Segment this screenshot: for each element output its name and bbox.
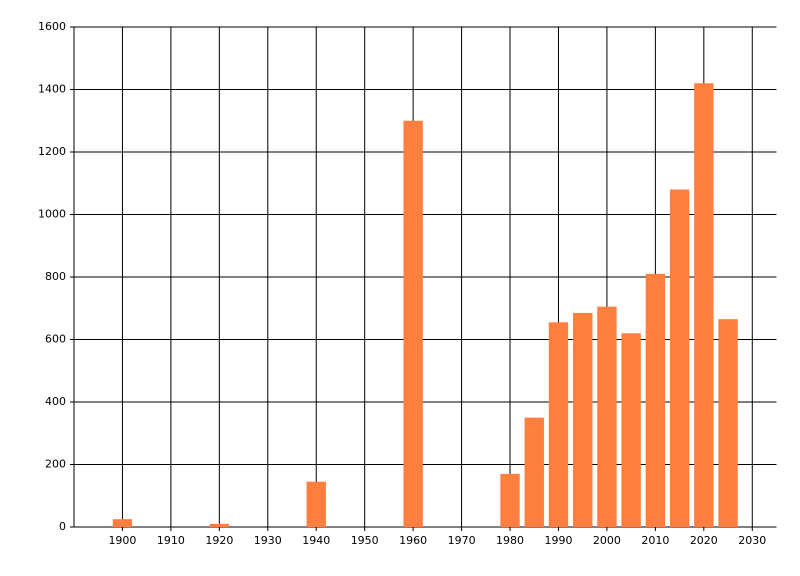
x-tick-label: 1960	[399, 534, 427, 547]
x-tick-label: 2000	[593, 534, 621, 547]
x-tick-label: 1970	[448, 534, 476, 547]
bar	[694, 83, 714, 527]
bar	[573, 312, 593, 527]
x-tick-label: 1930	[254, 534, 282, 547]
x-tick-label: 1950	[351, 534, 379, 547]
y-tick-label: 800	[45, 270, 66, 283]
bar	[548, 322, 569, 527]
bar	[524, 417, 544, 527]
y-tick-label: 1400	[38, 83, 66, 96]
bar	[306, 481, 326, 527]
x-tick-label: 1900	[108, 534, 136, 547]
bar	[669, 189, 690, 527]
x-tick-label: 1910	[157, 534, 185, 547]
bar	[597, 306, 617, 527]
y-tick-label: 1600	[38, 20, 66, 33]
bar	[403, 120, 423, 527]
bar	[718, 319, 738, 527]
x-tick-label: 1940	[302, 534, 330, 547]
x-tick-label: 2020	[690, 534, 718, 547]
y-tick-label: 600	[45, 333, 66, 346]
bar	[500, 473, 520, 527]
bar	[645, 273, 666, 527]
y-tick-label: 400	[45, 395, 66, 408]
bar	[209, 523, 230, 527]
y-tick-label: 1200	[38, 145, 66, 158]
y-tick-label: 1000	[38, 208, 66, 221]
x-tick-label: 2030	[738, 534, 766, 547]
x-tick-label: 1990	[544, 534, 572, 547]
x-tick-label: 2010	[641, 534, 669, 547]
y-tick-label: 0	[59, 520, 66, 533]
bar	[621, 333, 641, 527]
x-tick-label: 1980	[496, 534, 524, 547]
x-tick-label: 1920	[205, 534, 233, 547]
y-tick-label: 200	[45, 458, 66, 471]
bar	[112, 519, 133, 527]
